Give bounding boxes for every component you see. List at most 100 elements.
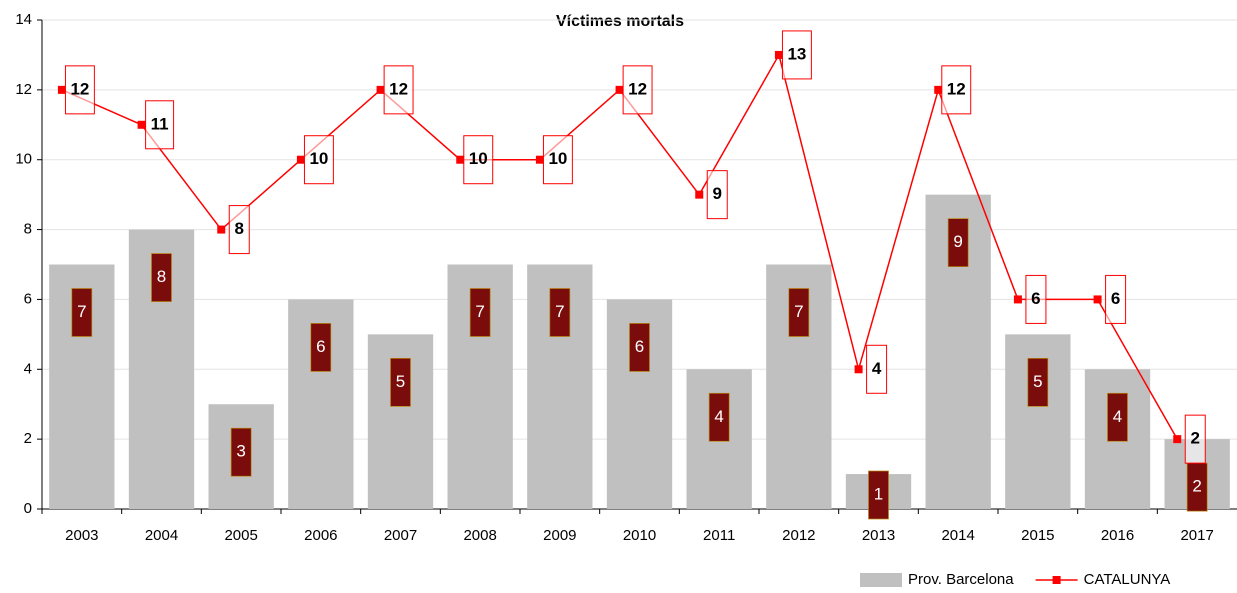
y-tick-label: 10 [15,151,32,168]
y-tick-label: 0 [24,500,32,517]
data-label-box [303,135,334,185]
data-label: 7 [475,302,484,321]
x-tick-label: 2013 [862,527,895,544]
data-label: 9 [713,184,722,203]
data-label: 12 [70,79,89,98]
line-marker [695,190,704,199]
data-label-box [310,323,332,372]
data-label: 7 [77,302,86,321]
data-label-box [64,65,95,115]
data-label-box [1184,414,1206,464]
x-tick-label: 2003 [65,527,98,544]
x-tick-label: 2016 [1101,527,1134,544]
data-label: 6 [635,337,644,356]
data-label: 7 [555,302,564,321]
legend-swatch-marker [1052,576,1061,584]
x-tick-label: 2006 [304,527,337,544]
data-label: 11 [151,114,169,133]
data-label-box [542,135,573,185]
legend-label: CATALUNYA [1084,571,1171,588]
data-label-box [383,65,414,115]
y-tick-label: 8 [24,221,32,238]
line-marker [217,225,226,234]
data-label-box [230,427,252,477]
line-marker [1013,295,1022,304]
line-marker [535,155,544,164]
data-label-box [1105,274,1127,324]
data-label: 3 [236,442,245,461]
data-label-box [868,470,889,520]
data-label-box [629,323,650,372]
x-tick-label: 2004 [145,527,178,544]
data-label: 2 [1192,477,1201,496]
data-label-box [708,392,730,442]
data-label: 5 [1033,372,1042,391]
data-label: 5 [396,372,405,391]
data-label-box [947,218,969,267]
data-label-box [941,65,972,115]
x-tick-label: 2009 [543,527,576,544]
x-tick-label: 2017 [1180,527,1213,544]
data-label: 8 [235,219,244,238]
data-label: 1 [874,484,883,503]
y-tick-label: 14 [15,11,32,28]
x-tick-label: 2015 [1021,527,1054,544]
data-label: 7 [794,302,803,321]
data-label: 6 [1111,289,1120,308]
data-label: 8 [157,267,166,286]
line-marker [615,85,624,94]
line-marker [57,85,66,94]
data-label-box [1025,274,1047,324]
data-label: 4 [872,359,882,378]
data-label: 4 [714,407,723,426]
line-marker [1093,295,1102,304]
data-label: 2 [1191,429,1200,448]
line-marker [854,365,863,374]
data-label-box [1027,358,1049,407]
data-label: 9 [953,232,962,251]
data-label-box [788,288,810,337]
data-label-box [463,135,494,185]
x-tick-label: 2005 [224,527,257,544]
data-label: 13 [787,44,806,63]
data-label-box [469,288,491,337]
line-marker [296,155,305,164]
y-tick-label: 4 [24,360,32,377]
data-label-box [145,100,175,150]
y-tick-label: 12 [15,81,32,98]
data-label-box [151,253,172,302]
y-tick-label: 2 [24,430,32,447]
data-label: 6 [316,337,325,356]
legend-label: Prov. Barcelona [908,571,1014,588]
data-label: 4 [1113,407,1122,426]
data-label: 12 [947,79,966,98]
line-marker [774,50,783,59]
legend-swatch [860,573,902,587]
line-marker [137,120,146,129]
line-marker [456,155,465,164]
x-tick-label: 2011 [703,527,735,544]
data-label: 12 [628,79,647,98]
data-label-box [1107,392,1128,442]
x-tick-label: 2014 [941,527,974,544]
data-label: 10 [309,149,328,168]
x-tick-label: 2007 [384,527,417,544]
line-marker [376,85,385,94]
data-label-box [228,205,250,255]
line-marker [1173,435,1182,444]
data-label-box [781,30,812,80]
x-tick-label: 2008 [463,527,496,544]
y-tick-label: 6 [24,290,32,307]
x-tick-label: 2010 [623,527,656,544]
data-label-box [71,288,93,337]
data-label: 10 [548,149,567,168]
x-tick-label: 2012 [782,527,815,544]
chart-title: Víctimes mortals [556,13,684,30]
data-label-box [549,288,571,337]
data-label-box [706,170,728,220]
data-label: 10 [469,149,488,168]
data-label-box [390,358,411,407]
data-label: 12 [389,79,408,98]
data-label: 6 [1031,289,1040,308]
